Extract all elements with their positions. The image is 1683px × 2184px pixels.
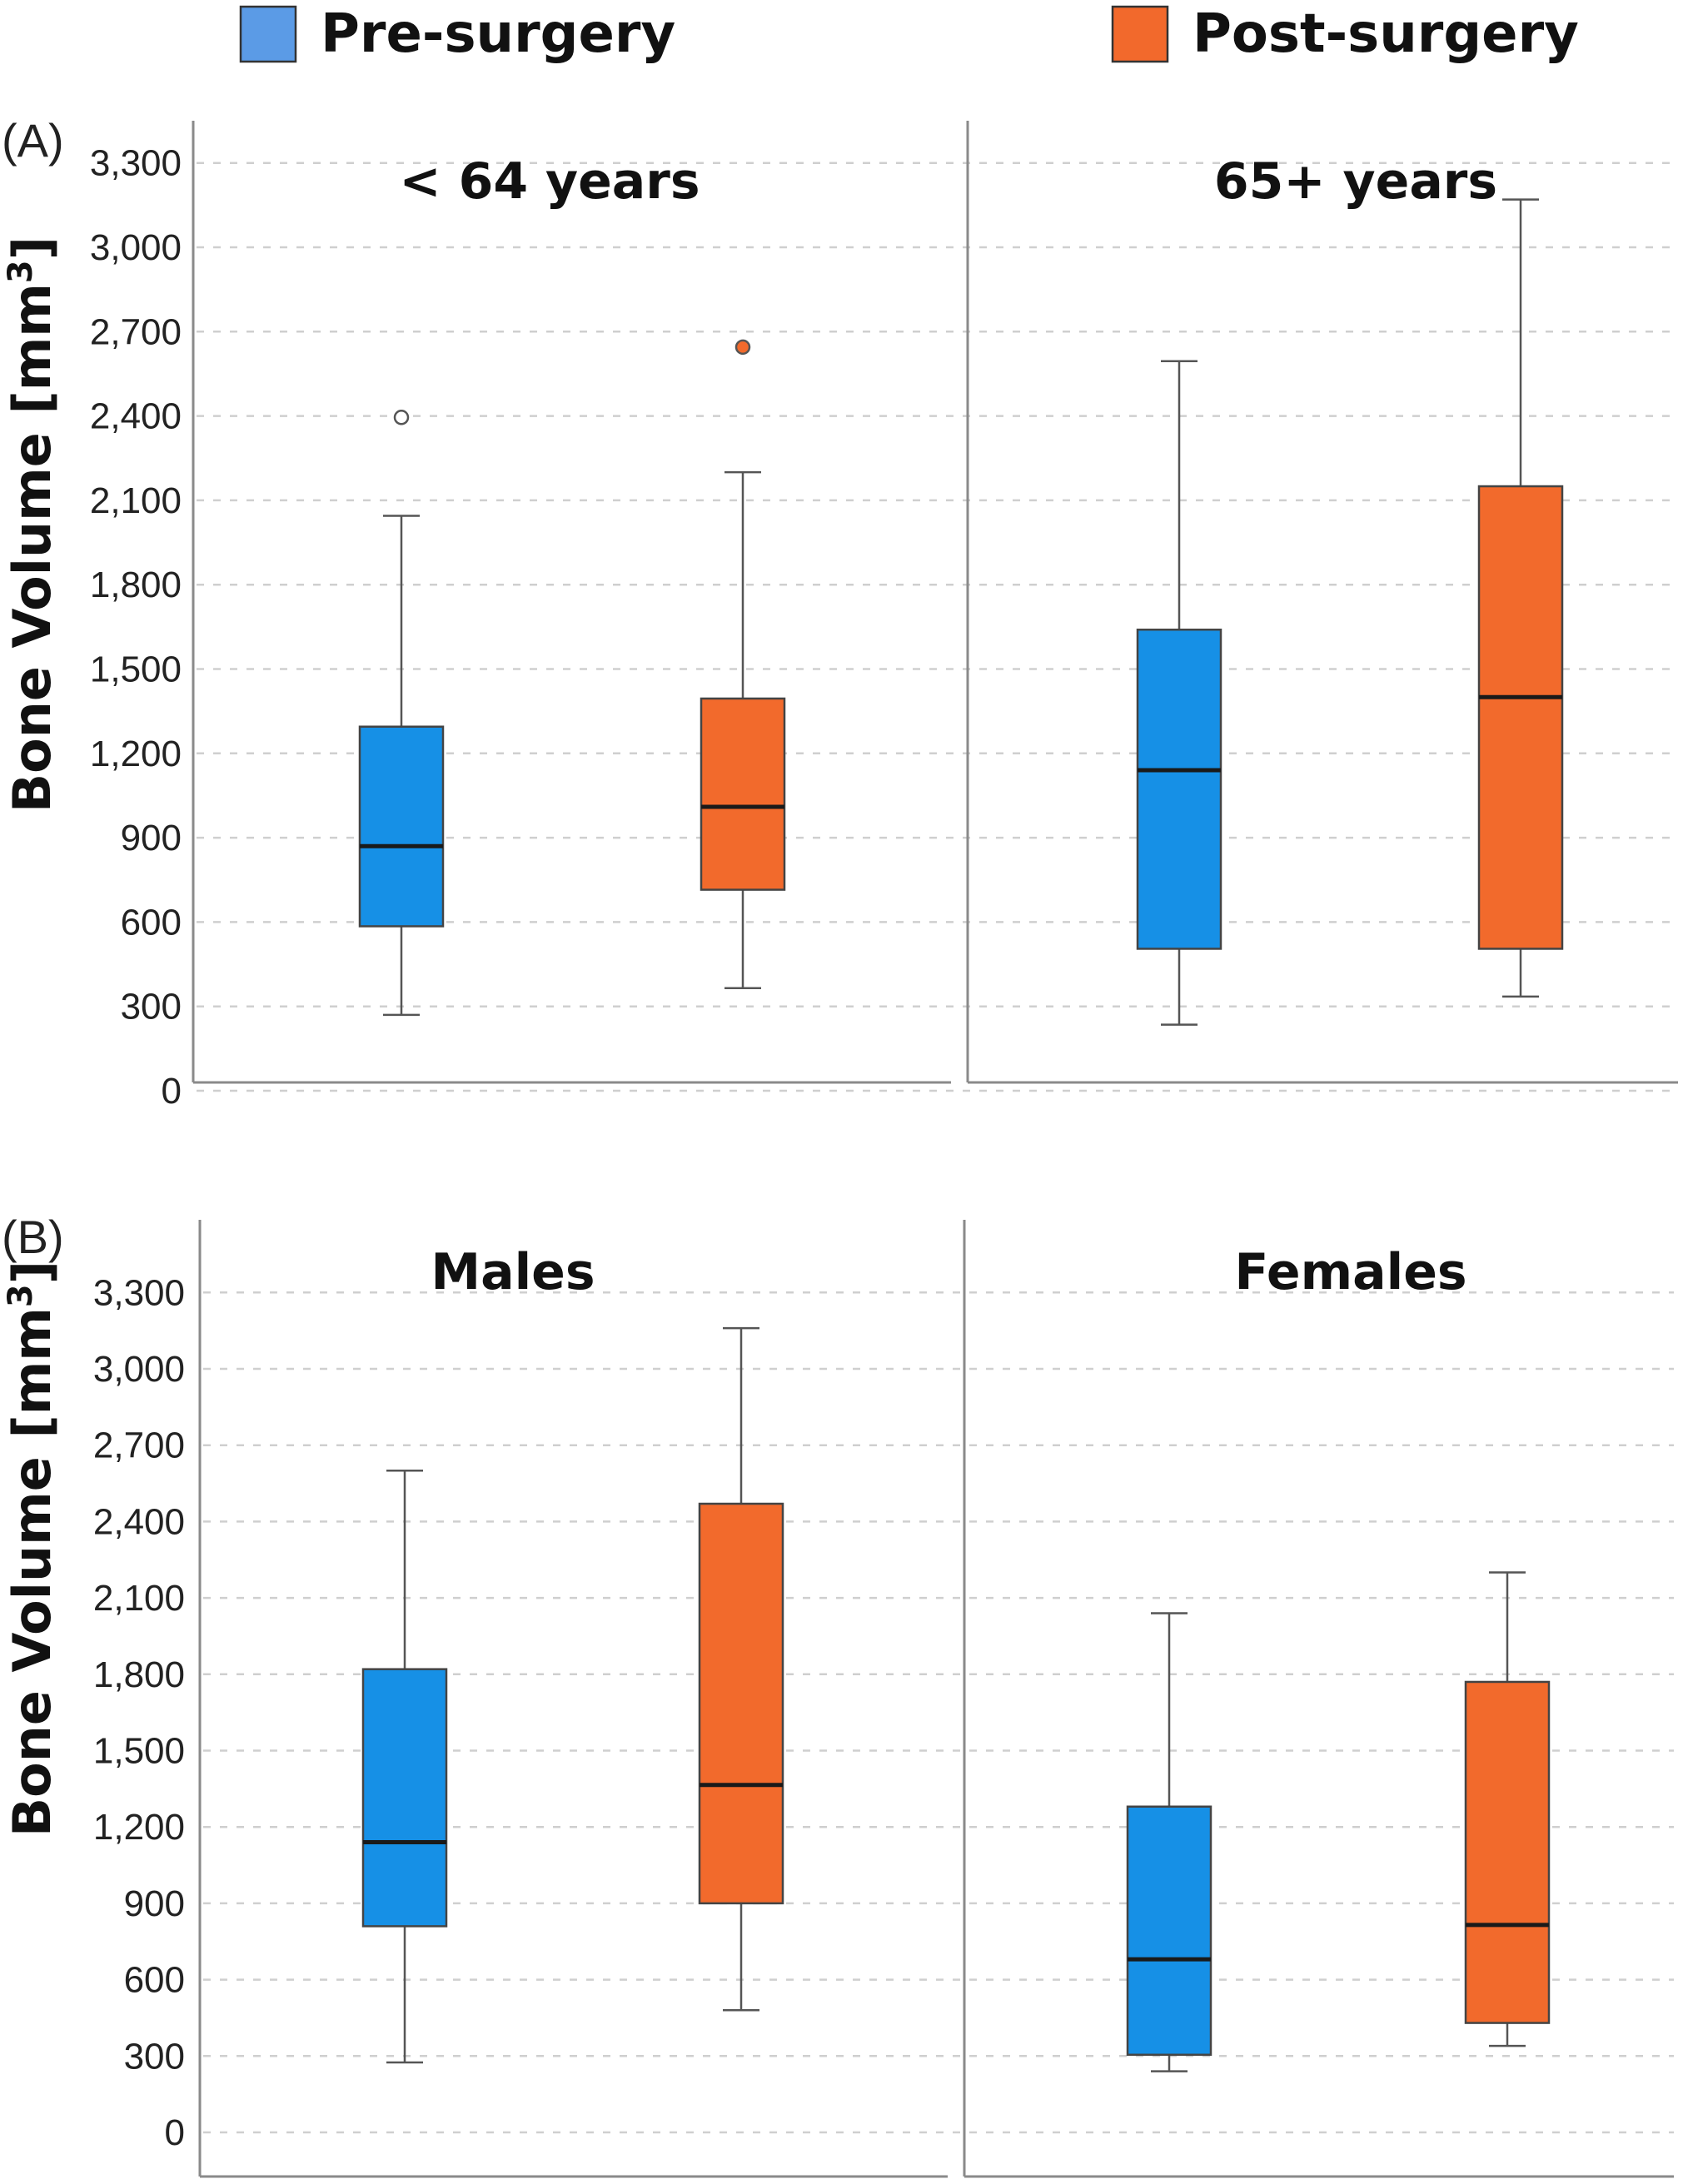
iqr-box (700, 697, 786, 891)
panel-a-label: (A) (2, 114, 64, 167)
panel-a-frame (192, 121, 1678, 1084)
panel-b-facet-title-1: Males (431, 1243, 595, 1301)
panel-a-y-axis-label: Bone Volume [mm3] (2, 236, 62, 813)
panel-a-y-tick-label: 2,400 (90, 396, 182, 437)
legend-swatch-pre-surgery (239, 5, 297, 63)
panel-b-gridlines (203, 1291, 1674, 2134)
panel-a-y-tick-label: 3,300 (90, 143, 182, 184)
panel-b-boxes (361, 1326, 1551, 2072)
panel-a-y-tick-label: 2,700 (90, 311, 182, 352)
panel-a-y-tick-label: 1,800 (90, 565, 182, 605)
panel-b-y-tick-label: 2,100 (93, 1578, 185, 1619)
panel-a-gridlines (197, 162, 1678, 1092)
panel-a-box-2-post (1477, 198, 1564, 998)
panel-a-box-1-pre (358, 410, 445, 1017)
panel-b-box-2-pre (1126, 1612, 1212, 2072)
panel-b-y-tick-label: 0 (165, 2112, 185, 2153)
legend-label-post-surgery: Post-surgery (1193, 3, 1579, 65)
panel-a-box-2-pre (1136, 360, 1222, 1026)
panel-b-y-tick-label: 1,200 (93, 1807, 185, 1848)
iqr-box (1136, 628, 1222, 950)
legend: Pre-surgery Post-surgery (239, 3, 1579, 65)
panel-b: (B) Bone Volume [mm3] 0 300 600 900 1,200 1,5… (2, 1211, 1674, 2178)
panel-b-y-tick-label: 300 (124, 2036, 185, 2077)
panel-a-y-tick-label: 3,000 (90, 227, 182, 268)
panel-b-box-1-pre (361, 1470, 448, 2064)
panel-b-y-tick-label: 900 (124, 1883, 185, 1924)
iqr-box (358, 725, 445, 928)
panel-b-box-2-post (1464, 1571, 1551, 2047)
panel-a-facet-title-1: < 64 years (399, 152, 700, 211)
legend-item-post-surgery: Post-surgery (1111, 3, 1579, 65)
outlier-point (734, 339, 751, 356)
panel-b-box-1-post (698, 1326, 784, 2012)
panel-b-y-axis-label: Bone Volume [mm3] (2, 1261, 62, 1837)
iqr-box (698, 1502, 784, 1905)
panel-a-boxes (358, 198, 1564, 1026)
panel-b-y-tick-labels: 0 300 600 900 1,200 1,500 1,800 2,100 2,400 2,700… (93, 1272, 185, 2153)
panel-b-y-tick-label: 2,400 (93, 1501, 185, 1542)
panel-a-y-tick-labels: 0 300 600 900 1,200 1,500 1,800 2,100 2,400 2,700… (90, 143, 182, 1112)
iqr-box (1464, 1680, 1551, 2024)
panel-a-y-tick-label: 1,200 (90, 734, 182, 774)
legend-item-pre-surgery: Pre-surgery (239, 3, 675, 65)
panel-a-facet-title-2: 65+ years (1214, 152, 1497, 211)
panel-a-y-tick-label: 1,500 (90, 649, 182, 690)
panel-b-label: (B) (2, 1211, 64, 1263)
panel-a: (A) Bone Volume [mm3] 0 300 600 900 1,200 1,5… (2, 114, 1678, 1112)
iqr-box (1477, 485, 1564, 950)
panel-b-y-tick-label: 3,000 (93, 1349, 185, 1390)
panel-b-y-tick-label: 600 (124, 1960, 185, 2001)
legend-swatch-post-surgery (1111, 5, 1169, 63)
outlier-point (393, 410, 410, 425)
panel-b-frame (198, 1220, 1674, 2178)
panel-b-y-tick-label: 2,700 (93, 1425, 185, 1466)
panel-a-y-tick-label: 2,100 (90, 480, 182, 521)
iqr-box (1126, 1805, 1212, 2057)
panel-a-y-tick-label: 600 (121, 902, 182, 943)
panel-b-facet-title-2: Females (1234, 1243, 1466, 1301)
panel-b-y-tick-label: 1,500 (93, 1731, 185, 1772)
legend-label-pre-surgery: Pre-surgery (321, 3, 675, 65)
panel-a-y-tick-label: 900 (121, 818, 182, 858)
panel-a-box-1-post (700, 339, 786, 990)
panel-a-y-tick-label: 0 (162, 1071, 182, 1112)
iqr-box (361, 1668, 448, 1928)
panel-b-y-tick-label: 1,800 (93, 1654, 185, 1695)
panel-b-y-tick-label: 3,300 (93, 1272, 185, 1313)
panel-a-y-tick-label: 300 (121, 987, 182, 1027)
